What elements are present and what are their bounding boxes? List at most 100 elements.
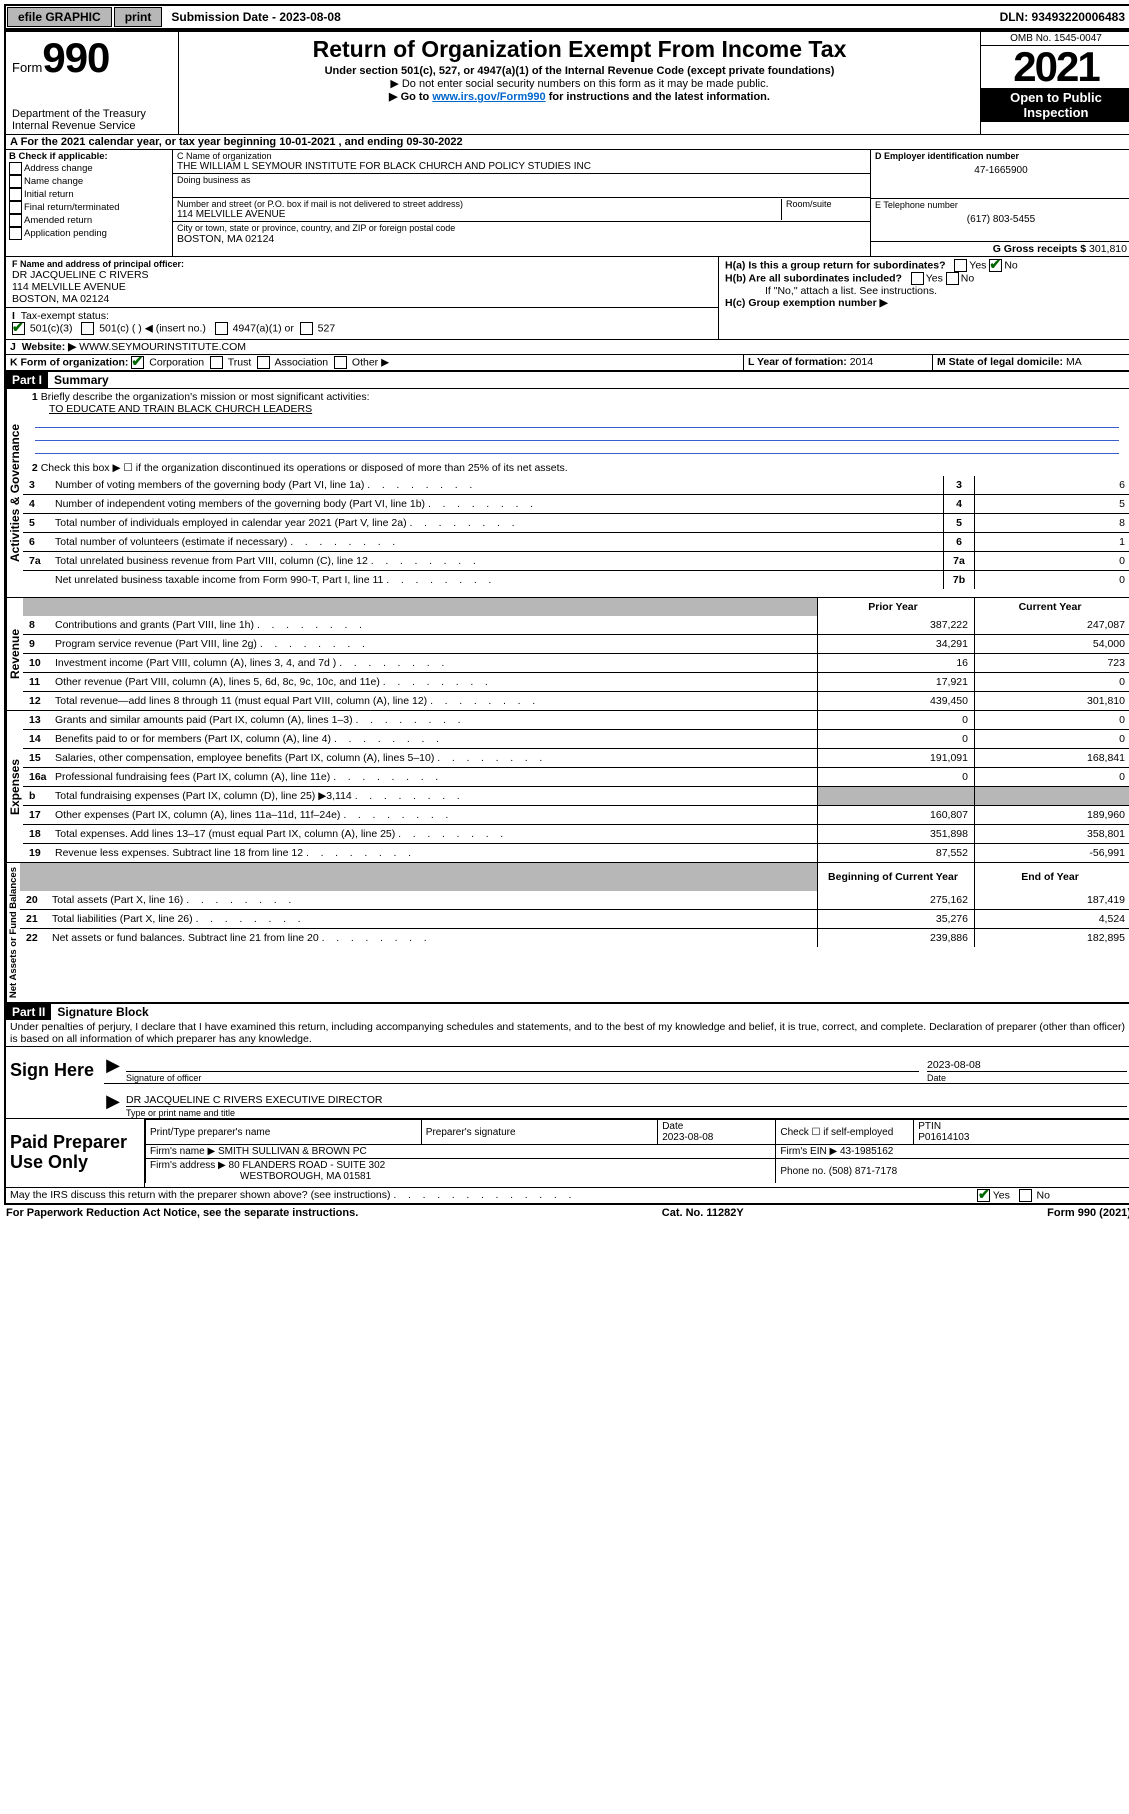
phone-value: (617) 803-5455 <box>875 214 1127 225</box>
top-toolbar: efile GRAPHIC print Submission Date - 20… <box>4 4 1129 30</box>
firm-phone-value: (508) 871-7178 <box>829 1166 897 1177</box>
form-org-label: K Form of organization: <box>10 356 128 368</box>
chk-501c[interactable] <box>81 322 94 335</box>
arrow-icon: ▶ <box>104 1055 122 1076</box>
print-button[interactable]: print <box>114 7 163 27</box>
firm-name-value: SMITH SULLIVAN & BROWN PC <box>218 1146 367 1157</box>
goto-pre: ▶ Go to <box>389 91 432 103</box>
box-c: C Name of organization THE WILLIAM L SEY… <box>173 150 871 256</box>
year-formation-label: L Year of formation: <box>748 356 847 368</box>
vert-governance: Activities & Governance <box>6 389 23 597</box>
box-b-heading: B Check if applicable: <box>9 151 169 162</box>
q2-label: Check this box ▶ ☐ if the organization d… <box>41 462 568 474</box>
irs-link[interactable]: www.irs.gov/Form990 <box>432 91 545 103</box>
chk-ha-yes[interactable] <box>954 259 967 272</box>
part1-header: Part I Summary <box>6 370 1129 388</box>
sign-here-label: Sign Here <box>6 1047 104 1118</box>
footer-left: For Paperwork Reduction Act Notice, see … <box>6 1207 358 1219</box>
col-begin-year: Beginning of Current Year <box>817 863 974 891</box>
chk-527[interactable] <box>300 322 313 335</box>
revenue-row: 8Contributions and grants (Part VIII, li… <box>23 616 1129 634</box>
prep-date-label: Date <box>662 1121 683 1132</box>
chk-trust[interactable] <box>210 356 223 369</box>
firm-phone-label: Phone no. <box>780 1166 826 1177</box>
sig-officer-label: Signature of officer <box>126 1071 919 1083</box>
gov-row: 7aTotal unrelated business revenue from … <box>23 551 1129 570</box>
submission-date: Submission Date - 2023-08-08 <box>163 8 348 26</box>
box-deg: D Employer identification number 47-1665… <box>871 150 1129 256</box>
chk-4947[interactable] <box>215 322 228 335</box>
ptin-label: PTIN <box>918 1121 941 1132</box>
org-name-label: C Name of organization <box>177 151 866 161</box>
ptin-value: P01614103 <box>918 1132 969 1143</box>
opt-other: Other ▶ <box>352 356 389 368</box>
expense-row: 17Other expenses (Part IX, column (A), l… <box>23 805 1129 824</box>
vert-expenses: Expenses <box>6 711 23 862</box>
chk-discuss-no[interactable] <box>1019 1189 1032 1202</box>
may-irs-row: May the IRS discuss this return with the… <box>6 1187 1129 1203</box>
arrow-icon: ▶ <box>104 1091 122 1112</box>
chk-final-return[interactable]: Final return/terminated <box>9 201 169 214</box>
state-domicile-label: M State of legal domicile: <box>937 356 1063 368</box>
prep-selfemp-label: Check ☐ if self-employed <box>780 1127 893 1138</box>
part2-label: Part II <box>6 1004 51 1020</box>
sign-here-block: Sign Here ▶ Signature of officer 2023-08… <box>6 1046 1129 1118</box>
chk-ha-no[interactable] <box>989 259 1002 272</box>
chk-application-pending[interactable]: Application pending <box>9 227 169 240</box>
revenue-row: 10Investment income (Part VIII, column (… <box>23 653 1129 672</box>
sig-name-label: Type or print name and title <box>126 1106 1127 1118</box>
chk-discuss-yes[interactable]: ✔ <box>977 1189 990 1202</box>
expense-row: 18Total expenses. Add lines 13–17 (must … <box>23 824 1129 843</box>
footer-right: Form 990 (2021) <box>1047 1207 1129 1219</box>
sig-name-value: DR JACQUELINE C RIVERS EXECUTIVE DIRECTO… <box>126 1094 1127 1106</box>
paid-preparer-block: Paid Preparer Use Only Print/Type prepar… <box>6 1118 1129 1187</box>
chk-initial-return[interactable]: Initial return <box>9 188 169 201</box>
expense-row: 13Grants and similar amounts paid (Part … <box>23 711 1129 729</box>
header-center: Return of Organization Exempt From Incom… <box>179 32 980 134</box>
gov-row: 3Number of voting members of the governi… <box>23 476 1129 494</box>
net-header-row: Beginning of Current Year End of Year <box>20 863 1129 891</box>
hb-label: H(b) Are all subordinates included? <box>725 272 902 284</box>
efile-button[interactable]: efile GRAPHIC <box>7 7 112 27</box>
firm-addr-label: Firm's address ▶ <box>150 1160 226 1171</box>
chk-other[interactable] <box>334 356 347 369</box>
part1-title: Summary <box>48 373 109 387</box>
tax-year: 2021 <box>981 46 1129 88</box>
chk-hb-no[interactable] <box>946 272 959 285</box>
tax-exempt-label: Tax-exempt status: <box>21 310 109 322</box>
revenue-row: 11Other revenue (Part VIII, column (A), … <box>23 672 1129 691</box>
goto-post: for instructions and the latest informat… <box>546 91 770 103</box>
expense-row: 14Benefits paid to or for members (Part … <box>23 729 1129 748</box>
chk-corp[interactable] <box>131 356 144 369</box>
chk-hb-yes[interactable] <box>911 272 924 285</box>
box-h: H(a) Is this a group return for subordin… <box>719 257 1129 339</box>
phone-label: E Telephone number <box>875 200 1127 210</box>
state-domicile-value: MA <box>1066 356 1082 368</box>
line-j: J Website: ▶ WWW.SEYMOURINSTITUTE.COM <box>6 339 1129 354</box>
firm-name-label: Firm's name ▶ <box>150 1146 215 1157</box>
gov-row: 4Number of independent voting members of… <box>23 494 1129 513</box>
prep-name-label: Print/Type preparer's name <box>150 1127 270 1138</box>
q1-answer: TO EDUCATE AND TRAIN BLACK CHURCH LEADER… <box>29 403 1125 415</box>
sig-date-value: 2023-08-08 <box>927 1059 1127 1071</box>
hc-label: H(c) Group exemption number ▶ <box>725 297 1125 309</box>
opt-corp: Corporation <box>149 356 204 368</box>
expense-row: 19Revenue less expenses. Subtract line 1… <box>23 843 1129 862</box>
officer-addr1: 114 MELVILLE AVENUE <box>12 281 712 293</box>
paid-preparer-label: Paid Preparer Use Only <box>6 1119 145 1187</box>
prep-sig-label: Preparer's signature <box>426 1127 516 1138</box>
chk-501c3[interactable] <box>12 322 25 335</box>
form-subtitle: Under section 501(c), 527, or 4947(a)(1)… <box>185 65 974 77</box>
chk-assoc[interactable] <box>257 356 270 369</box>
irs-label: Internal Revenue Service <box>12 120 172 132</box>
chk-address-change[interactable]: Address change <box>9 162 169 175</box>
gov-row: 6Total number of volunteers (estimate if… <box>23 532 1129 551</box>
opt-trust: Trust <box>228 356 252 368</box>
chk-amended[interactable]: Amended return <box>9 214 169 227</box>
chk-name-change[interactable]: Name change <box>9 175 169 188</box>
line-a-tax-year: A For the 2021 calendar year, or tax yea… <box>6 134 1129 149</box>
header-right: OMB No. 1545-0047 2021 Open to Public In… <box>980 32 1129 134</box>
hb-note: If "No," attach a list. See instructions… <box>725 285 1125 297</box>
revenue-row: 12Total revenue—add lines 8 through 11 (… <box>23 691 1129 710</box>
footer-catno: Cat. No. 11282Y <box>662 1207 744 1219</box>
